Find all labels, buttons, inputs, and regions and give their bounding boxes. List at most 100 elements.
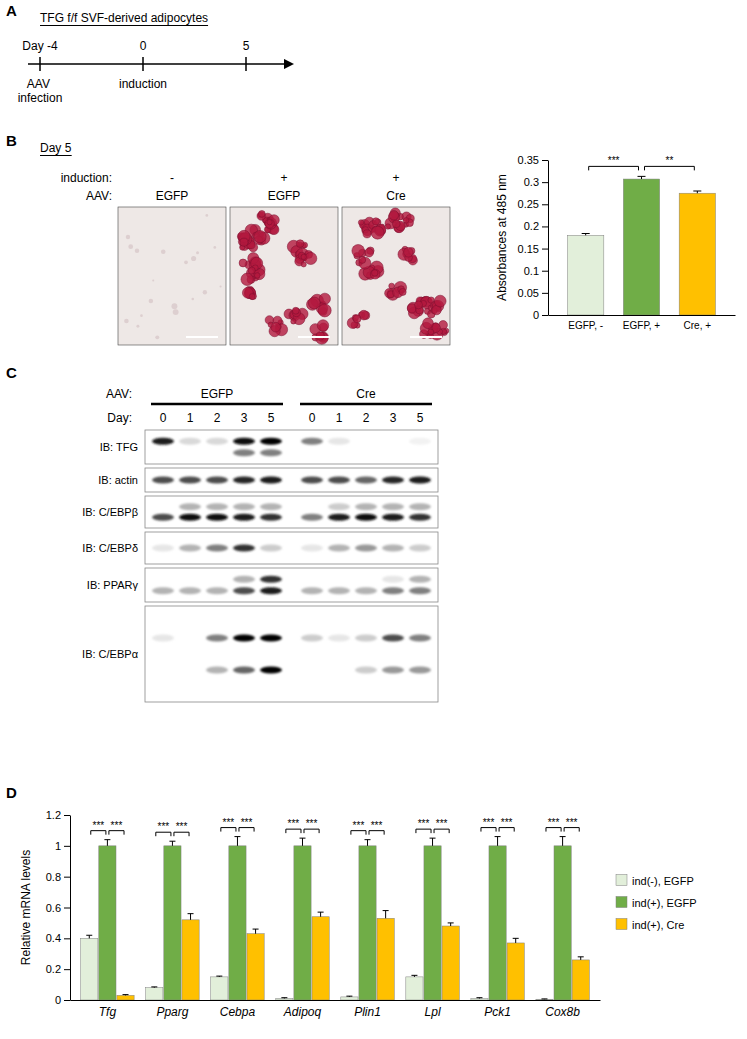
bar [247,934,264,1000]
y-tick-label: 0.05 [518,287,539,299]
micrograph [342,207,450,345]
lipid-stain [316,332,324,340]
significance-label: *** [483,817,495,828]
band [233,587,255,594]
error-bar [448,923,454,926]
band [382,477,404,484]
x-axis: EGFP, -EGFP, +Cre, + [549,315,736,331]
background-speck [155,335,159,339]
lipid-stain [371,226,384,239]
band [301,587,323,594]
lipid-stain [308,297,320,309]
band [233,667,255,674]
band [355,587,377,594]
band [152,514,174,521]
y-tick-label: 0.4 [46,932,61,944]
y-tick-label: 1 [55,840,61,852]
bar [146,988,163,1000]
lipid-stain [423,318,434,329]
x-tick-label: Cox8b [545,1005,580,1019]
lipid-stain [353,315,361,323]
group-label: Cre [356,387,376,401]
band-group [152,503,431,521]
lipid-stain [363,230,371,238]
x-tick-group: Tfg [99,1000,117,1019]
band [206,667,228,674]
scale-bar [186,336,218,338]
bar [442,926,459,1000]
significance-label: *** [111,820,123,831]
background-speck [161,249,166,254]
y-tick-group: 0.4 [46,932,70,944]
background-speck [184,260,188,264]
significance-label: *** [566,817,578,828]
error-bar [411,975,417,977]
error-bar [476,997,482,999]
x-tick-group: EGFP, - [568,315,603,331]
significance-label: *** [158,821,170,832]
x-tick-label: Adipoq [283,1005,322,1019]
lipid-stain [385,224,390,229]
lipid-stain [240,238,248,246]
band [382,438,404,445]
antibody-label: IB: PPARγ [87,579,139,591]
significance-bracket [645,166,695,170]
band [206,449,228,456]
significance-bracket [174,832,189,836]
band [355,667,377,674]
band [260,635,282,642]
band [382,503,404,510]
y-tick-group: 0.2 [524,220,548,232]
error-bar [693,191,701,193]
bar [623,179,659,315]
background-speck [152,279,154,281]
band-group [152,438,431,456]
band [409,503,431,510]
band [301,438,323,445]
band [179,587,201,594]
error-bar [578,957,584,960]
lipid-stain [399,288,406,295]
error-bar [151,986,157,988]
y-tick-label: 0 [55,994,61,1006]
y-tick-label: 0.25 [518,198,539,210]
induction-label: + [392,171,399,185]
lipid-stain [392,220,400,228]
lipid-stain [389,211,398,220]
lipid-stain [258,211,265,218]
lipid-stain [305,252,317,264]
timeline-label: 0 [140,39,147,53]
significance-label: *** [371,820,383,831]
band [206,438,228,445]
significance-bracket [91,831,106,835]
y-tick-label: 0.3 [524,176,539,188]
y-tick-label: 0.8 [46,871,61,883]
significance-bracket [351,831,366,835]
lane-label: 1 [187,411,194,425]
induction-label: - [170,171,174,185]
x-tick-group: Pparg [156,1000,188,1019]
aav-label: EGFP [156,189,189,203]
y-tick-label: 1.2 [46,809,61,821]
significance-label: *** [608,155,620,166]
lipid-stain [372,270,378,276]
band [301,514,323,521]
y-tick-label: 0.15 [518,243,539,255]
error-bar [560,837,566,846]
y-tick [64,877,70,878]
blot-frame [145,496,438,528]
lane-label: 3 [390,411,397,425]
bar [572,960,589,1000]
y-tick [542,249,548,250]
y-tick-label: 0.2 [46,963,61,975]
band [152,477,174,484]
group-row-label: AAV: [106,387,132,401]
lane-label: 2 [363,411,370,425]
band [328,635,350,642]
bar [99,846,116,1000]
x-tick-label: Plin1 [354,1005,381,1019]
timeline-label: Day -4 [22,39,58,53]
x-tick-group: Adipoq [283,1000,322,1019]
y-axis-title: Absorbances at 485 nm [495,174,509,301]
lipid-stain [239,259,247,267]
